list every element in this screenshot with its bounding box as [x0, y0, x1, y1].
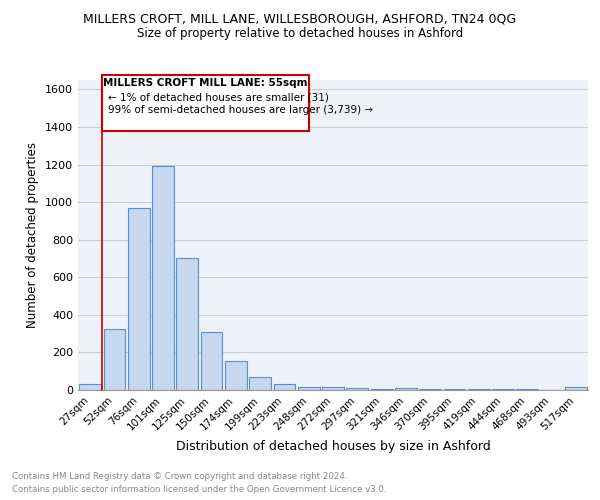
Bar [274, 384, 295, 390]
Bar [443, 389, 466, 390]
Bar [298, 387, 320, 390]
Text: Size of property relative to detached houses in Ashford: Size of property relative to detached ho… [137, 28, 463, 40]
Text: 99% of semi-detached houses are larger (3,739) →: 99% of semi-detached houses are larger (… [108, 105, 373, 115]
Bar [176, 258, 198, 390]
Bar [371, 389, 392, 390]
Y-axis label: Number of detached properties: Number of detached properties [26, 142, 40, 328]
Bar [104, 329, 125, 390]
Bar [517, 389, 538, 390]
Bar [395, 388, 417, 390]
Bar [79, 384, 101, 390]
Text: MILLERS CROFT, MILL LANE, WILLESBOROUGH, ASHFORD, TN24 0QG: MILLERS CROFT, MILL LANE, WILLESBOROUGH,… [83, 12, 517, 26]
Text: MILLERS CROFT MILL LANE: 55sqm: MILLERS CROFT MILL LANE: 55sqm [103, 78, 308, 88]
Bar [152, 166, 174, 390]
Text: Contains HM Land Registry data © Crown copyright and database right 2024.: Contains HM Land Registry data © Crown c… [12, 472, 347, 481]
Bar [419, 389, 441, 390]
Bar [200, 332, 223, 390]
Text: Contains public sector information licensed under the Open Government Licence v3: Contains public sector information licen… [12, 485, 386, 494]
Bar [322, 387, 344, 390]
X-axis label: Distribution of detached houses by size in Ashford: Distribution of detached houses by size … [176, 440, 490, 453]
Bar [249, 377, 271, 390]
Bar [346, 388, 368, 390]
Bar [565, 387, 587, 390]
Bar [492, 389, 514, 390]
Bar [225, 361, 247, 390]
Bar [468, 389, 490, 390]
Bar [128, 208, 149, 390]
Text: ← 1% of detached houses are smaller (31): ← 1% of detached houses are smaller (31) [108, 92, 329, 102]
